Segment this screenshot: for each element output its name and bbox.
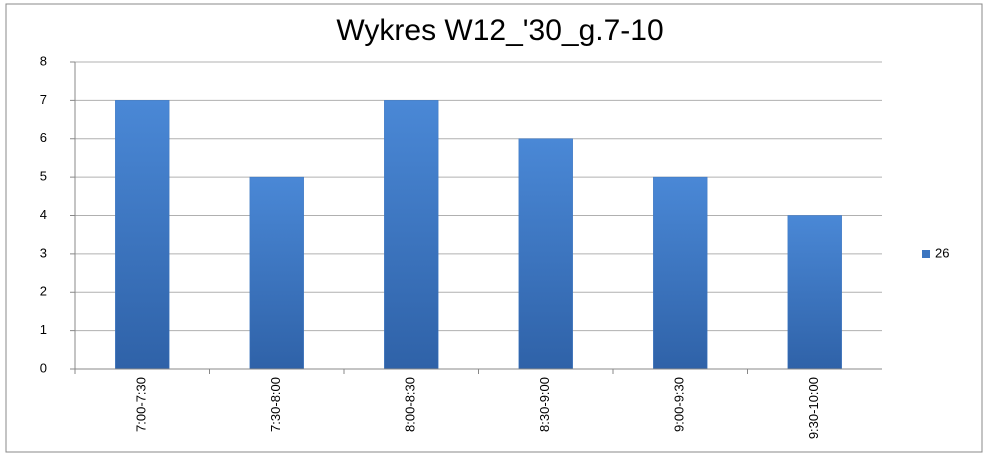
y-tick-label: 0	[40, 360, 47, 375]
bar	[384, 100, 439, 370]
y-tick-label: 3	[40, 245, 47, 260]
x-tick-label: 9:00-9:30	[672, 377, 687, 432]
x-tick-label: 7:00-7:30	[134, 377, 149, 432]
y-tick-label: 5	[40, 169, 47, 184]
y-tick-label: 7	[40, 92, 47, 107]
legend-swatch	[922, 250, 930, 258]
bar	[115, 100, 170, 370]
bar	[787, 215, 842, 370]
x-tick-label: 7:30-8:00	[268, 377, 283, 432]
bar	[249, 176, 304, 370]
y-tick-label: 2	[40, 284, 47, 299]
bar	[518, 138, 573, 370]
y-tick-label: 1	[40, 322, 47, 337]
bar	[653, 176, 708, 370]
y-tick-label: 4	[40, 207, 47, 222]
y-tick-label: 8	[40, 53, 47, 68]
y-tick-label: 6	[40, 130, 47, 145]
x-tick-label: 8:00-8:30	[403, 377, 418, 432]
chart-title: Wykres W12_'30_g.7-10	[336, 14, 663, 47]
legend-label: 26	[935, 245, 949, 260]
x-tick-label: 8:30-9:00	[537, 377, 552, 432]
x-tick-label: 9:30-10:00	[806, 377, 821, 439]
